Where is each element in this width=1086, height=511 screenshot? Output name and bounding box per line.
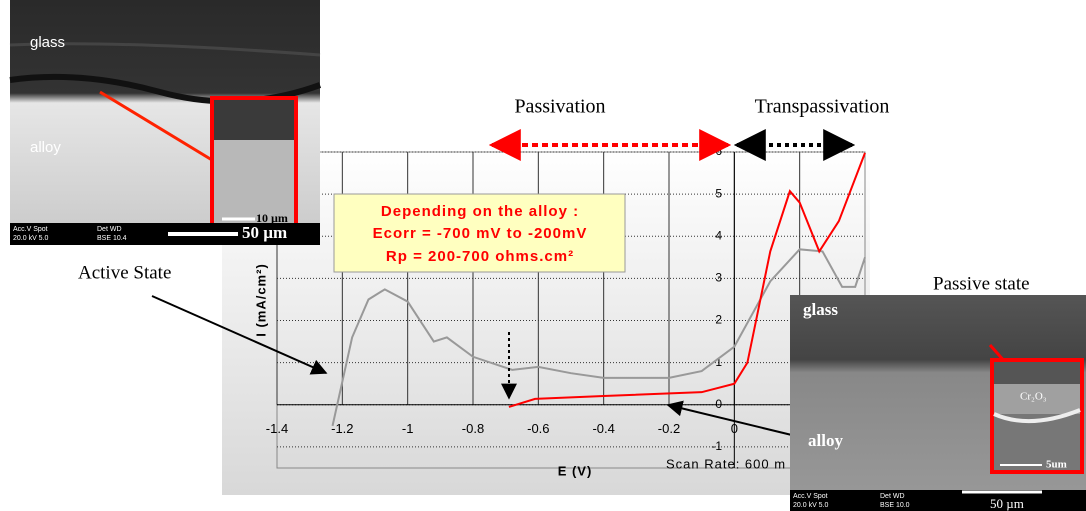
data-line	[508, 152, 866, 408]
image-label: alloy	[30, 139, 61, 156]
y-axis-label: I (mA/cm²)	[253, 263, 268, 337]
x-tick-label: -0.8	[462, 421, 484, 436]
note-line: Rp = 200-700 ohms.cm²	[386, 248, 574, 265]
note-line: Ecorr = -700 mV to -200mV	[373, 225, 588, 242]
image-label: glass	[30, 34, 65, 51]
micrograph: glass alloy Cr₂O₃ 5um 50 µm Acc.V Spot 2…	[790, 295, 1086, 511]
passivation-label: Passivation	[514, 96, 605, 118]
image-label: Cr₂O₃	[1020, 391, 1047, 403]
x-tick-label: -0.6	[527, 421, 549, 436]
x-tick-label: -1	[402, 421, 414, 436]
note-line: Depending on the alloy :	[381, 203, 579, 220]
y-tick-label: -1	[711, 439, 722, 453]
image-label: glass	[803, 300, 838, 319]
image-meta: BSE 10.4	[97, 235, 127, 242]
passive-state-label: Passive state	[933, 273, 1030, 294]
image-meta: Det WD	[880, 493, 905, 500]
y-tick-label: 4	[715, 228, 722, 242]
data-line	[331, 248, 866, 427]
x-tick-label: -0.4	[592, 421, 614, 436]
note-box	[333, 193, 626, 273]
active-state-label: Active State	[78, 262, 171, 283]
image-meta: Acc.V Spot	[13, 226, 48, 233]
image-scale: 50 µm	[990, 496, 1024, 511]
scan-rate: Scan Rate: 600 m	[666, 456, 786, 471]
image-meta: Acc.V Spot	[793, 493, 828, 500]
image-scale: 50 µm	[242, 223, 287, 242]
image-meta: Det WD	[97, 226, 122, 233]
image-meta: 20.0 kV 5.0	[793, 502, 829, 509]
image-meta: 20.0 kV 5.0	[13, 235, 49, 242]
y-tick-label: 5	[715, 186, 722, 200]
micrograph: glass alloy 10 µm 50 µm Acc.V Spot 20.0 …	[9, 0, 322, 245]
x-tick-label: -1.4	[266, 421, 288, 436]
y-tick-label: 0	[715, 397, 722, 411]
x-axis-label: E (V)	[558, 463, 593, 478]
transpassivation-label: Transpassivation	[755, 96, 890, 118]
image-scale: 10 µm	[256, 211, 288, 225]
passive-arrow	[666, 400, 801, 438]
image-scale: 5um	[1046, 459, 1067, 471]
image-meta: BSE 10.0	[880, 502, 910, 509]
x-tick-label: -1.2	[331, 421, 353, 436]
x-tick-label: -0.2	[658, 421, 680, 436]
y-tick-label: 3	[715, 271, 722, 285]
y-tick-label: 2	[715, 313, 722, 327]
active-arrow	[151, 295, 328, 375]
y-tick-label: 1	[715, 355, 722, 369]
image-label: alloy	[808, 431, 843, 450]
